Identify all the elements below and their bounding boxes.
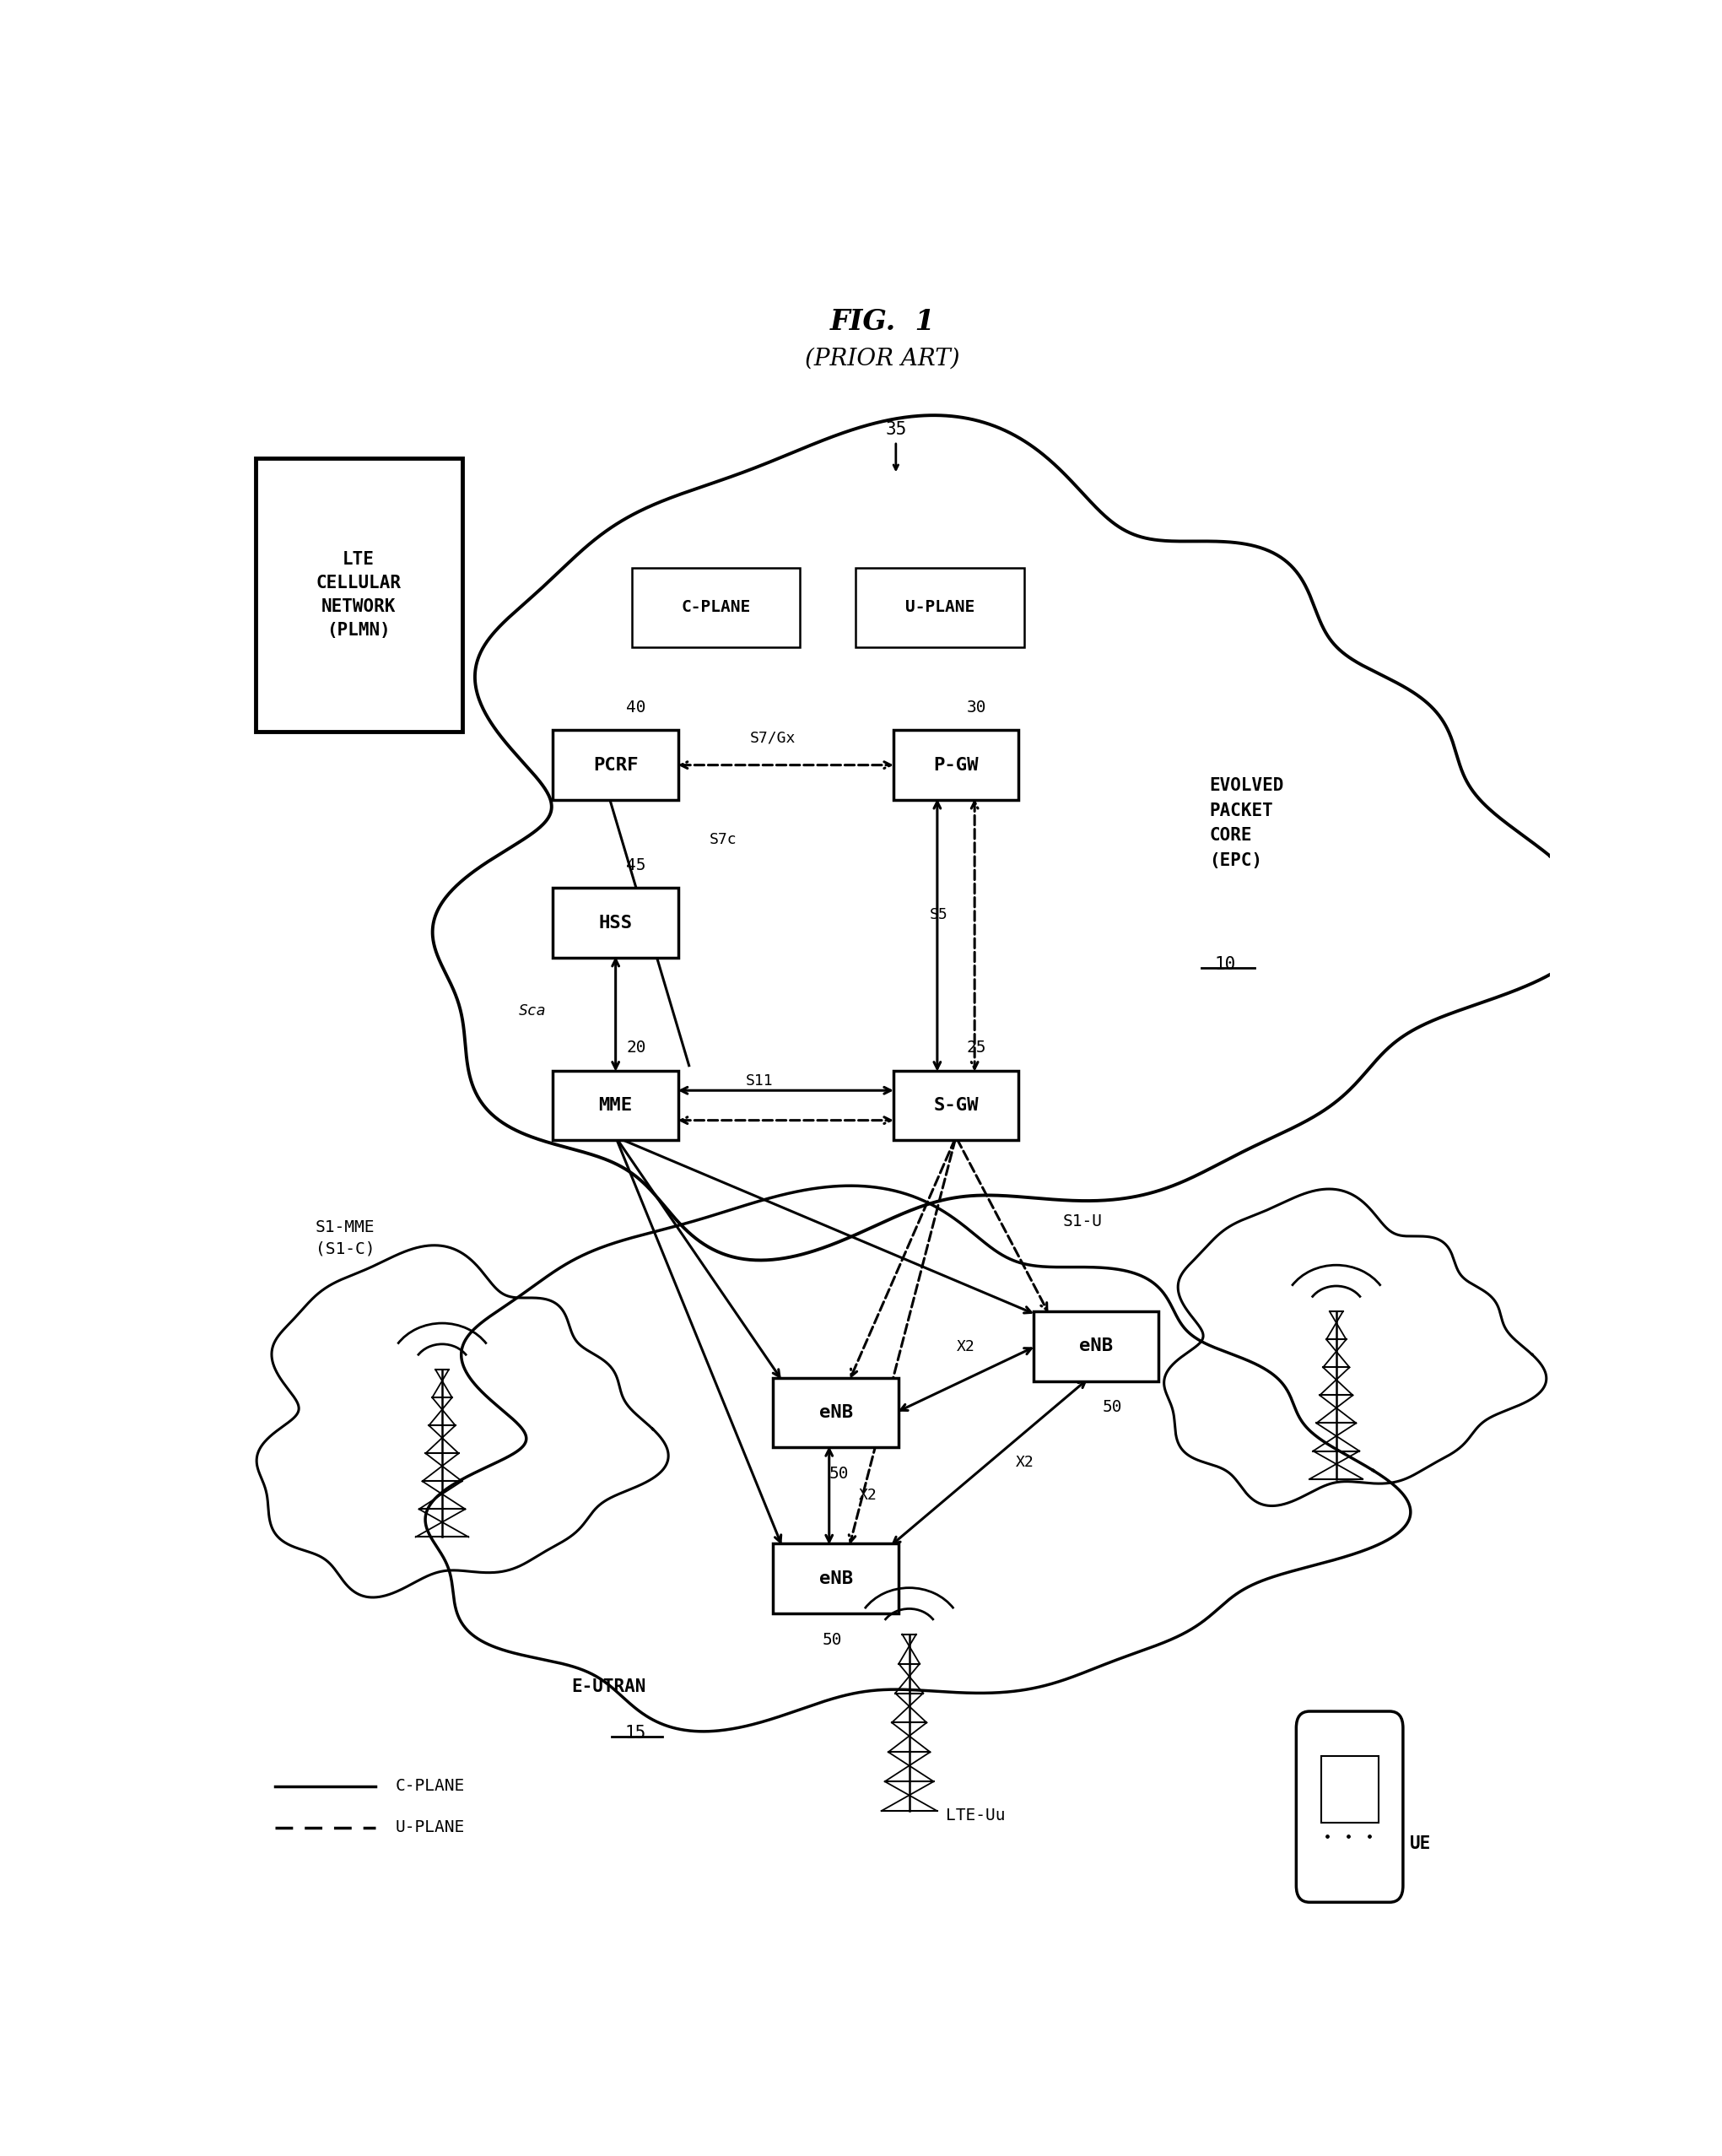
Text: FIG.  1: FIG. 1 [830, 308, 935, 336]
FancyBboxPatch shape [553, 731, 678, 800]
Text: eNB: eNB [820, 1404, 852, 1421]
FancyBboxPatch shape [773, 1378, 899, 1447]
Text: 15: 15 [625, 1725, 646, 1742]
Text: eNB: eNB [820, 1570, 852, 1587]
FancyBboxPatch shape [1321, 1757, 1378, 1822]
Text: X2: X2 [1016, 1455, 1035, 1470]
Text: (PRIOR ART): (PRIOR ART) [806, 347, 959, 369]
Text: E-UTRAN: E-UTRAN [572, 1677, 646, 1695]
Text: EVOLVED
PACKET
CORE
(EPC): EVOLVED PACKET CORE (EPC) [1209, 778, 1285, 869]
Text: 40: 40 [627, 699, 646, 716]
FancyBboxPatch shape [894, 1072, 1019, 1141]
Text: C-PLANE: C-PLANE [396, 1779, 465, 1794]
FancyBboxPatch shape [553, 888, 678, 957]
Text: MME: MME [599, 1097, 632, 1115]
Text: S11: S11 [746, 1074, 773, 1089]
Text: 30: 30 [966, 699, 987, 716]
Text: S7c: S7c [709, 832, 737, 847]
FancyBboxPatch shape [255, 457, 461, 731]
Text: S1-MME
(S1-C): S1-MME (S1-C) [315, 1220, 375, 1257]
Text: LTE
CELLULAR
NETWORK
(PLMN): LTE CELLULAR NETWORK (PLMN) [317, 552, 401, 638]
Text: S1-U: S1-U [1062, 1214, 1102, 1229]
FancyBboxPatch shape [1033, 1311, 1159, 1382]
Text: U-PLANE: U-PLANE [396, 1820, 465, 1835]
Text: 25: 25 [966, 1039, 987, 1056]
Text: X2: X2 [957, 1339, 975, 1354]
Text: Sca: Sca [518, 1003, 546, 1018]
Text: U-PLANE: U-PLANE [906, 599, 975, 614]
Text: P-GW: P-GW [933, 757, 978, 774]
Text: C-PLANE: C-PLANE [680, 599, 751, 614]
Text: 50: 50 [830, 1466, 849, 1481]
Text: X2: X2 [859, 1488, 876, 1503]
Text: S7/Gx: S7/Gx [751, 731, 796, 746]
Text: HSS: HSS [599, 914, 632, 931]
Text: eNB: eNB [1080, 1337, 1112, 1354]
FancyBboxPatch shape [894, 731, 1019, 800]
Text: 45: 45 [627, 856, 646, 873]
Text: UE: UE [1410, 1835, 1431, 1852]
Text: S-GW: S-GW [933, 1097, 978, 1115]
Text: PCRF: PCRF [592, 757, 639, 774]
Text: S5: S5 [930, 908, 947, 923]
FancyBboxPatch shape [773, 1544, 899, 1613]
FancyBboxPatch shape [632, 567, 799, 647]
Text: LTE-Uu: LTE-Uu [945, 1809, 1006, 1824]
FancyBboxPatch shape [1297, 1712, 1403, 1902]
Text: 10: 10 [1214, 955, 1236, 972]
Text: 20: 20 [627, 1039, 646, 1056]
Text: 50: 50 [1102, 1399, 1123, 1414]
FancyBboxPatch shape [553, 1072, 678, 1141]
Text: 50: 50 [823, 1632, 842, 1647]
FancyBboxPatch shape [856, 567, 1025, 647]
Text: 35: 35 [885, 420, 906, 438]
